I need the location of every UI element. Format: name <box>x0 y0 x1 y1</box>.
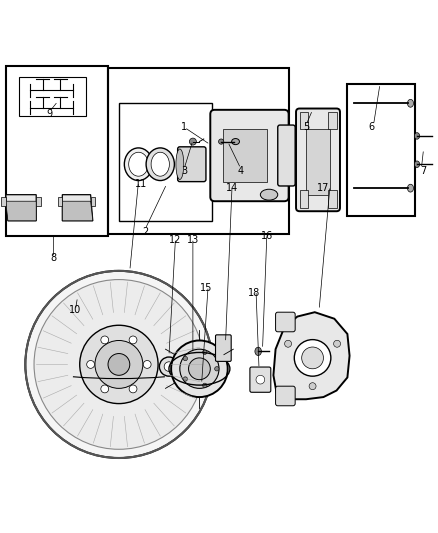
Circle shape <box>129 336 137 344</box>
Circle shape <box>101 385 109 393</box>
Ellipse shape <box>176 149 184 180</box>
Ellipse shape <box>414 133 420 139</box>
Text: 1: 1 <box>181 122 187 132</box>
Circle shape <box>188 358 210 379</box>
FancyBboxPatch shape <box>215 335 231 361</box>
Text: 13: 13 <box>187 236 199 245</box>
Circle shape <box>143 360 151 368</box>
Ellipse shape <box>124 148 152 181</box>
Circle shape <box>164 362 174 372</box>
Text: 15: 15 <box>200 283 212 293</box>
Circle shape <box>95 341 143 389</box>
Bar <box>6 66 108 236</box>
Bar <box>19 77 86 116</box>
Circle shape <box>309 383 316 390</box>
Text: 3: 3 <box>181 166 187 176</box>
Text: 12: 12 <box>170 236 182 245</box>
Ellipse shape <box>151 152 170 176</box>
Bar <box>58 197 62 206</box>
Circle shape <box>294 340 331 376</box>
Circle shape <box>183 357 187 361</box>
Bar <box>91 197 95 206</box>
Circle shape <box>101 336 109 344</box>
Bar <box>108 68 289 234</box>
Text: 8: 8 <box>50 253 57 263</box>
Text: 17: 17 <box>317 183 330 193</box>
Circle shape <box>215 367 219 371</box>
Ellipse shape <box>407 184 413 192</box>
Circle shape <box>203 350 207 354</box>
FancyBboxPatch shape <box>276 386 295 406</box>
Circle shape <box>171 341 228 397</box>
Circle shape <box>25 271 212 458</box>
Text: 5: 5 <box>303 122 309 132</box>
Circle shape <box>219 139 224 144</box>
Text: 2: 2 <box>142 227 148 237</box>
Text: 4: 4 <box>238 166 244 176</box>
Polygon shape <box>6 195 36 221</box>
Circle shape <box>334 340 341 347</box>
Ellipse shape <box>146 148 174 181</box>
Circle shape <box>80 325 158 403</box>
Polygon shape <box>62 201 93 221</box>
Text: 16: 16 <box>261 231 273 241</box>
Text: 11: 11 <box>134 179 147 189</box>
Text: 10: 10 <box>69 305 81 315</box>
Polygon shape <box>6 201 36 221</box>
Text: 9: 9 <box>46 109 52 119</box>
Bar <box>347 84 415 216</box>
Polygon shape <box>62 195 93 221</box>
Circle shape <box>87 360 95 368</box>
Text: 14: 14 <box>226 183 238 193</box>
Circle shape <box>180 349 219 389</box>
Text: 6: 6 <box>368 122 374 132</box>
Ellipse shape <box>129 152 148 176</box>
Ellipse shape <box>232 139 240 144</box>
Circle shape <box>203 383 207 387</box>
Circle shape <box>285 340 292 347</box>
FancyBboxPatch shape <box>276 312 295 332</box>
Circle shape <box>189 138 196 145</box>
Bar <box>328 190 336 208</box>
FancyBboxPatch shape <box>250 367 271 392</box>
Circle shape <box>108 353 130 375</box>
Bar <box>300 112 308 130</box>
Circle shape <box>256 375 265 384</box>
Text: 18: 18 <box>248 288 260 297</box>
Bar <box>306 130 330 195</box>
FancyBboxPatch shape <box>278 125 295 186</box>
Circle shape <box>129 385 137 393</box>
Circle shape <box>34 279 204 449</box>
FancyBboxPatch shape <box>210 110 289 201</box>
Text: 7: 7 <box>420 166 427 176</box>
Ellipse shape <box>407 99 413 107</box>
FancyBboxPatch shape <box>178 147 206 182</box>
FancyBboxPatch shape <box>296 109 340 211</box>
Bar <box>36 197 41 206</box>
Polygon shape <box>273 312 350 399</box>
Circle shape <box>302 347 323 369</box>
Bar <box>223 130 267 182</box>
Bar <box>119 103 212 221</box>
Circle shape <box>159 357 179 376</box>
Bar <box>1 197 6 206</box>
Ellipse shape <box>255 347 261 356</box>
Bar <box>300 190 308 208</box>
Circle shape <box>183 377 187 381</box>
Ellipse shape <box>260 189 278 200</box>
Bar <box>328 112 336 130</box>
Ellipse shape <box>414 161 420 167</box>
